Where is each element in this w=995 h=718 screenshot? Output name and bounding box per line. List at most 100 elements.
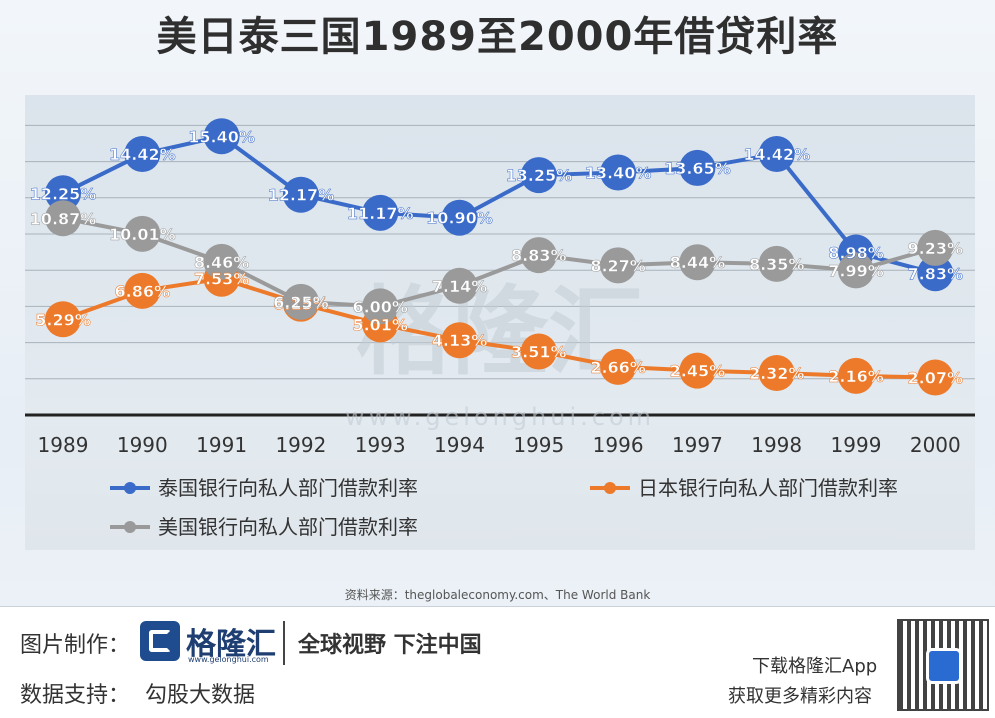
data-point[interactable]	[520, 237, 557, 274]
data-label: 14.42%	[743, 145, 810, 164]
data-point[interactable]	[124, 215, 161, 252]
data-label: 8.27%	[590, 256, 646, 275]
line-chart: 格隆汇 www.gelonghui.com 1989 1990 1991 1992 1993…	[25, 118, 975, 539]
legend-marker	[124, 482, 136, 494]
data-support-value: 勾股大数据	[145, 683, 256, 708]
x-tick-label: 1997	[672, 433, 723, 457]
data-label: 6.00%	[352, 297, 408, 316]
app-badge-icon	[926, 648, 962, 684]
data-point[interactable]	[679, 244, 716, 281]
data-point[interactable]	[600, 348, 637, 385]
data-point[interactable]	[203, 118, 240, 155]
data-point[interactable]	[838, 252, 874, 289]
data-point[interactable]	[282, 283, 319, 320]
data-label: 15.40%	[188, 127, 255, 146]
data-label: 10.90%	[426, 209, 493, 228]
data-label: 2.32%	[749, 364, 805, 383]
slogan: 全球视野 下注中国	[298, 633, 482, 658]
data-label: 2.07%	[908, 369, 964, 388]
x-tick-label: 1998	[751, 433, 802, 457]
x-tick-label: 1994	[434, 433, 485, 457]
data-label: 4.13%	[432, 331, 488, 350]
x-tick-label: 1993	[355, 433, 406, 457]
x-tick-label: 2000	[910, 433, 961, 457]
data-label: 7.14%	[432, 277, 488, 296]
data-point[interactable]	[441, 199, 478, 236]
x-tick-label: 1999	[831, 433, 882, 457]
data-label: 6.86%	[115, 282, 171, 301]
data-point[interactable]	[282, 176, 319, 213]
data-label: 8.44%	[670, 253, 726, 272]
legend-label: 泰国银行向私人部门借款利率	[158, 476, 418, 500]
made-by-label: 图片制作：	[20, 633, 131, 658]
data-label: 6.15%	[273, 295, 329, 314]
x-tick-label: 1992	[275, 433, 326, 457]
logo-url: www.gelonghui.com	[188, 655, 269, 664]
data-point[interactable]	[758, 245, 795, 282]
data-point[interactable]	[203, 243, 240, 280]
data-point[interactable]	[838, 357, 874, 394]
watermark-text: 格隆汇	[356, 276, 644, 388]
gelonghui-logo-icon	[140, 621, 180, 661]
data-point[interactable]	[917, 359, 954, 396]
data-label: 2.16%	[828, 367, 884, 386]
data-point[interactable]	[45, 301, 81, 338]
data-point[interactable]	[917, 229, 954, 266]
data-point[interactable]	[45, 175, 81, 212]
more-content-text: 获取更多精彩内容	[728, 686, 872, 707]
data-point[interactable]	[124, 272, 161, 309]
data-label: 9.23%	[908, 239, 964, 258]
data-label: 2.66%	[590, 358, 646, 377]
data-label: 13.65%	[664, 159, 731, 178]
download-app-text[interactable]: 下载格隆汇App	[752, 656, 878, 677]
chart-panel: 格隆汇 www.gelonghui.com 1989 1990 1991 1992 1993…	[25, 95, 975, 550]
data-label: 7.53%	[194, 270, 250, 289]
legend-marker	[604, 482, 616, 494]
data-point[interactable]	[520, 333, 557, 370]
data-label: 7.83%	[908, 264, 964, 283]
footer-divider	[283, 621, 285, 665]
data-point[interactable]	[441, 267, 478, 304]
data-label: 12.25%	[30, 184, 97, 203]
data-label: 5.29%	[35, 310, 91, 329]
legend-marker	[124, 521, 136, 533]
legend-label: 美国银行向私人部门借款利率	[158, 515, 418, 539]
data-point[interactable]	[45, 200, 81, 237]
data-label: 12.17%	[268, 186, 335, 205]
data-label: 7.99%	[828, 261, 884, 280]
data-point[interactable]	[600, 247, 637, 284]
data-point[interactable]	[917, 255, 954, 292]
source-note: 资料来源：theglobaleconomy.com、The World Bank	[344, 588, 651, 602]
data-label: 2.45%	[670, 362, 726, 381]
data-point[interactable]	[758, 135, 795, 172]
data-label: 10.01%	[109, 225, 176, 244]
data-point[interactable]	[362, 194, 399, 231]
data-point[interactable]	[679, 149, 716, 186]
data-label: 8.35%	[749, 255, 805, 274]
data-point[interactable]	[679, 352, 716, 389]
data-point[interactable]	[441, 322, 478, 359]
data-point[interactable]	[362, 288, 399, 325]
data-point[interactable]	[758, 355, 795, 392]
x-tick-label: 1995	[513, 433, 564, 457]
x-tick-label: 1991	[196, 433, 247, 457]
legend-label: 日本银行向私人部门借款利率	[638, 476, 898, 500]
data-label: 13.25%	[505, 166, 572, 185]
chart-title: 美日泰三国1989至2000年借贷利率	[156, 14, 839, 60]
x-tick-label: 1996	[593, 433, 644, 457]
data-point[interactable]	[520, 157, 557, 194]
footer: 图片制作： 格隆汇 www.gelonghui.com 全球视野 下注中国 数据…	[0, 606, 995, 718]
data-point[interactable]	[124, 135, 161, 172]
logo-name: 格隆汇	[186, 627, 276, 662]
x-tick-label: 1989	[38, 433, 89, 457]
data-label: 10.87%	[30, 209, 97, 228]
data-label: 5.01%	[352, 315, 408, 334]
x-tick-label: 1990	[117, 433, 168, 457]
data-point[interactable]	[600, 154, 637, 191]
data-label: 8.83%	[511, 246, 567, 265]
data-label: 11.17%	[347, 204, 414, 223]
data-label: 6.25%	[273, 293, 329, 312]
data-label: 8.98%	[828, 243, 884, 262]
data-support-label: 数据支持：	[20, 683, 131, 708]
data-label: 13.40%	[585, 163, 652, 182]
